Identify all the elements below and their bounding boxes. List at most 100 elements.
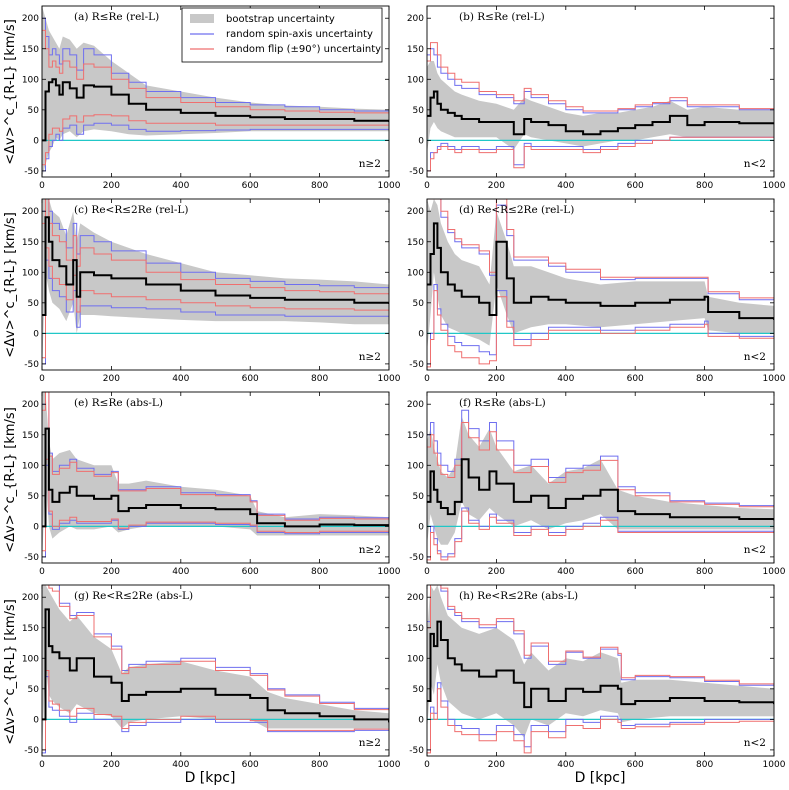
panel-e-title: (e) R≤Re (abs-L): [74, 397, 163, 409]
panel-d-annotation: n<2: [744, 351, 766, 363]
panel-b-ytick-label: 150: [407, 45, 424, 55]
panel-e-series-flip-high: [42, 392, 389, 521]
panel-d-ytick-label: 150: [407, 238, 424, 248]
panel-e-ytick-label: 100: [22, 461, 39, 471]
panel-g-ytick-label: -50: [24, 746, 39, 756]
panel-h-frame: [426, 584, 775, 757]
panel-d-series-flip-high: [427, 199, 774, 302]
panel-b-series-mean: [427, 90, 774, 136]
y-axis-label-row1: <Δv>^c_{R-L} [km/s]: [3, 19, 18, 165]
panel-d-series-mean: [427, 222, 774, 320]
legend-label-bootstrap: bootstrap uncertainty: [226, 14, 335, 25]
panel-a-ytick-label: -50: [24, 167, 39, 177]
panel-a-series-mean: [42, 78, 389, 142]
panel-g-ytick-label: 100: [22, 654, 39, 664]
panel-a-ytick-label: 150: [22, 45, 39, 55]
panel-b-plot-area: [427, 42, 774, 172]
panel-f-ytick-label: -50: [409, 553, 424, 563]
panel-f-title: (f) R≤Re (abs-L): [459, 397, 546, 409]
panel-d-plot-area: [427, 199, 774, 368]
panel-d-xtick-label: 0: [424, 374, 430, 384]
panel-b-title: (b) R≤Re (rel-L): [459, 11, 545, 23]
panel-f-bootstrap-band: [427, 416, 774, 545]
panel-g-ytick-label: 50: [28, 685, 40, 695]
panel-c-title: (c) Re<R≤2Re (rel-L): [74, 204, 188, 216]
panel-d-xtick-label: 400: [557, 374, 574, 384]
panel-h-annotation: n<2: [744, 737, 766, 749]
panel-e-series-mean: [42, 427, 389, 528]
panel-f-xtick-label: 0: [424, 567, 430, 577]
panel-b-xtick-label: 600: [627, 181, 644, 191]
panel-a-bootstrap-band: [42, 6, 389, 177]
panel-b-ytick-label: 200: [407, 14, 424, 24]
panel-b-xtick-label: 800: [696, 181, 713, 191]
panel-a-annotation: n≥2: [359, 158, 381, 170]
panel-e-xtick-label: 200: [103, 567, 120, 577]
panel-b-annotation: n<2: [744, 158, 766, 170]
panel-c-xtick-label: 400: [172, 374, 189, 384]
panel-e-ytick-label: 150: [22, 431, 39, 441]
panel-a-ytick-label: 100: [22, 75, 39, 85]
legend-frame: [181, 7, 383, 63]
panel-e-xtick-label: 800: [311, 567, 328, 577]
legend-label-flip: random flip (±90°) uncertainty: [226, 44, 381, 55]
panel-a-ytick-label: 0: [33, 136, 39, 146]
panel-h-xtick-label: 200: [488, 760, 505, 770]
panel-a-ytick-label: 50: [28, 106, 40, 116]
panel-b-xtick-label: 1000: [763, 181, 786, 191]
panel-g-series-flip-high: [42, 585, 389, 714]
y-axis-label-row2: <Δv>^c_{R-L} [km/s]: [3, 212, 18, 358]
panel-f-xtick-label: 1000: [763, 567, 786, 577]
legend-band-swatch: [190, 14, 214, 23]
panel-d-series-flip-low: [427, 290, 774, 368]
panel-f-ytick-label: 100: [407, 461, 424, 471]
panel-b-frame: [426, 5, 775, 178]
panel-a-xtick-label: 1000: [378, 181, 401, 191]
panel-d-xtick-label: 600: [627, 374, 644, 384]
panel-g-ytick-label: 0: [33, 715, 39, 725]
panel-e-xtick-label: 0: [39, 567, 45, 577]
panel-e-xtick-label: 400: [172, 567, 189, 577]
panel-b-ytick-label: -50: [409, 167, 424, 177]
y-axis-label-row4: <Δv>^c_{R-L} [km/s]: [3, 599, 18, 745]
panel-c-ytick-label: 200: [22, 207, 39, 217]
legend: bootstrap uncertainty random spin-axis u…: [181, 7, 383, 63]
panel-f-xtick-label: 200: [488, 567, 505, 577]
panel-c-series-spin-low: [42, 259, 389, 365]
x-axis-label-right: D [kpc]: [575, 770, 626, 786]
panel-c-ytick-label: 100: [22, 268, 39, 278]
panel-g-ytick-label: 200: [22, 593, 39, 603]
panel-g-xtick-label: 0: [39, 760, 45, 770]
panel-a-xtick-label: 0: [39, 181, 45, 191]
panel-d-series-spin-low: [427, 284, 774, 365]
panel-d-ytick-label: 100: [407, 268, 424, 278]
panel-a-series-flip-high: [42, 29, 389, 115]
panel-d-ytick-label: -50: [409, 360, 424, 370]
panel-c-xtick-label: 0: [39, 374, 45, 384]
panel-d-ytick-label: 200: [407, 207, 424, 217]
panel-f-ytick-label: 150: [407, 431, 424, 441]
panel-f-series-flip-low: [427, 510, 774, 561]
panel-e-ytick-label: 50: [28, 492, 40, 502]
panel-h-bootstrap-band: [427, 585, 774, 738]
panel-g-title: (g) Re<R≤2Re (abs-L): [74, 590, 193, 602]
panel-g-series-flip-low: [42, 670, 389, 751]
panel-e-annotation: n≥2: [359, 544, 381, 556]
legend-label-spin: random spin-axis uncertainty: [226, 29, 373, 40]
panel-h-ytick-label: 200: [407, 593, 424, 603]
panel-h-ytick-label: 0: [418, 715, 424, 725]
panel-f-series-mean: [427, 458, 774, 521]
panel-c-xtick-label: 600: [242, 374, 259, 384]
panel-d-xtick-label: 200: [488, 374, 505, 384]
panel-a-ytick-label: 200: [22, 14, 39, 24]
panel-g-frame: [41, 584, 390, 757]
panel-d-xtick-label: 800: [696, 374, 713, 384]
panel-g-series-mean: [42, 608, 389, 723]
panel-c-ytick-label: 50: [28, 299, 40, 309]
panel-a-title: (a) R≤Re (rel-L): [74, 11, 159, 23]
panel-h-xtick-label: 0: [424, 760, 430, 770]
